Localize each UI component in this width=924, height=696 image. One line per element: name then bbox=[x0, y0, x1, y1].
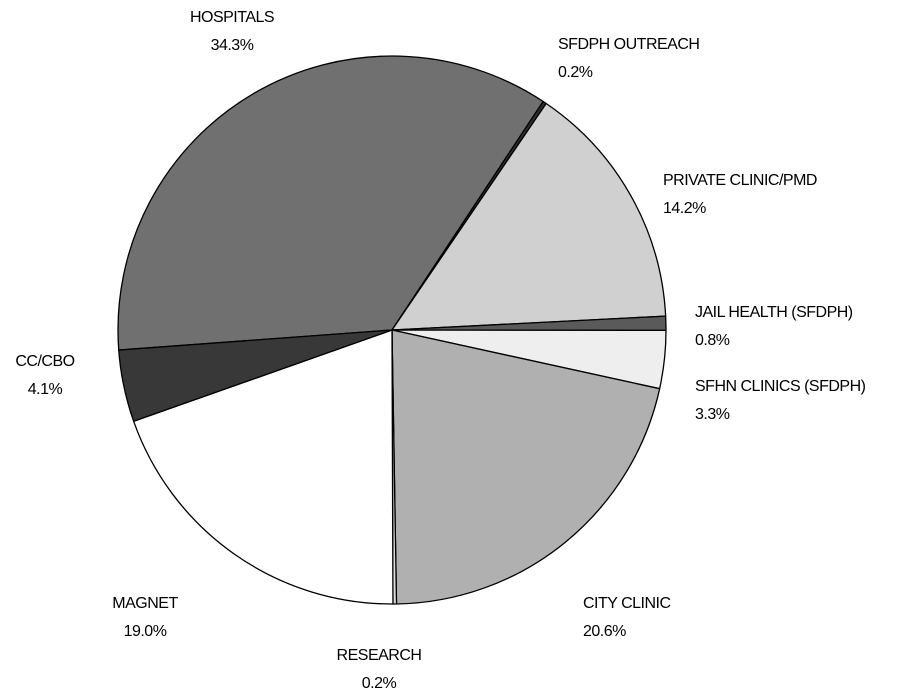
pie-slice bbox=[117, 55, 544, 351]
slice-value-label: 14.2% bbox=[663, 200, 706, 217]
slice-label: CITY CLINIC bbox=[583, 595, 671, 612]
slice-label: SFDPH OUTREACH bbox=[558, 36, 699, 53]
slice-value-label: 20.6% bbox=[583, 623, 626, 640]
slice-value-label: 0.2% bbox=[558, 64, 593, 81]
slice-value-label: 0.2% bbox=[362, 675, 397, 692]
slice-label: HOSPITALS bbox=[190, 9, 274, 26]
slice-value-label: 0.8% bbox=[695, 332, 730, 349]
pie-slice bbox=[391, 102, 667, 331]
pie-slice bbox=[391, 329, 661, 605]
slice-value-label: 4.1% bbox=[28, 381, 63, 398]
slice-label: PRIVATE CLINIC/PMD bbox=[663, 172, 817, 189]
slice-value-label: 19.0% bbox=[124, 623, 167, 640]
slice-label: RESEARCH bbox=[337, 647, 422, 664]
slice-label: JAIL HEALTH (SFDPH) bbox=[695, 304, 853, 321]
slice-value-label: 3.3% bbox=[695, 406, 730, 423]
slice-value-label: 34.3% bbox=[211, 37, 254, 54]
slice-label: SFHN CLINICS (SFDPH) bbox=[695, 378, 866, 395]
slice-label: CC/CBO bbox=[15, 353, 74, 370]
slice-label: MAGNET bbox=[112, 595, 178, 612]
pie-slice bbox=[118, 329, 393, 422]
